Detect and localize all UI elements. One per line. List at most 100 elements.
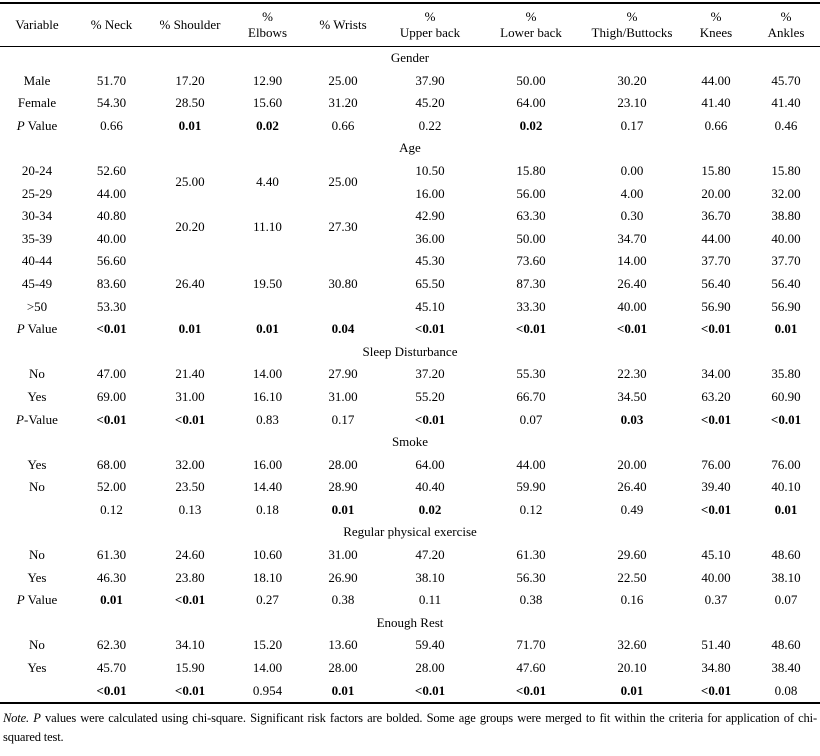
column-header: % Ankles	[752, 3, 820, 47]
value-cell: 20.20	[175, 219, 205, 235]
value-cell: 4.40	[256, 174, 279, 190]
section-row-smoke: Smoke	[0, 431, 820, 454]
value-cell: 40.40	[415, 479, 445, 495]
value-cell: 0.01	[774, 501, 798, 517]
value-cell: 15.60	[252, 95, 283, 111]
table-body: Gender Male 51.70 17.20 12.90 25.00 37.90 50.00…	[0, 47, 820, 705]
table-note: Note. P values were calculated using chi…	[0, 709, 820, 747]
row-label: Yes	[27, 569, 47, 585]
value-cell: 54.30	[96, 95, 127, 111]
value-cell: 44.00	[516, 456, 546, 472]
value-cell: 30.20	[617, 72, 647, 88]
value-cell: 12.90	[252, 72, 283, 88]
row-label: >50	[26, 298, 48, 314]
value-cell: 25.00	[328, 72, 358, 88]
row-label: Female	[17, 95, 57, 111]
value-cell: 23.10	[617, 95, 647, 111]
row-label	[0, 679, 74, 705]
value-cell: 0.49	[620, 501, 644, 517]
value-cell: 45.10	[701, 547, 731, 563]
value-cell: 31.00	[175, 388, 205, 404]
value-cell: 56.40	[701, 275, 731, 291]
value-cell: 0.38	[519, 592, 543, 608]
value-cell: 42.90	[415, 208, 445, 224]
value-cell: <0.01	[74, 679, 149, 705]
table-row: P-Value <0.01 <0.01 0.83 0.17 <0.01 0.07 0.03 <0…	[0, 409, 820, 432]
value-cell: 55.30	[516, 366, 546, 382]
value-cell: 28.00	[328, 456, 358, 472]
value-cell: 16.10	[252, 388, 283, 404]
value-cell: 0.07	[519, 411, 543, 427]
value-cell: 20.00	[617, 456, 647, 472]
table-row: No 52.00 23.50 14.40 28.90 40.40 59.90 26.40 39.…	[0, 476, 820, 499]
value-cell: 17.20	[175, 72, 205, 88]
row-label: P Value	[16, 592, 58, 608]
value-cell: 45.30	[415, 253, 445, 269]
value-cell: 0.66	[331, 117, 355, 133]
value-cell: 39.40	[701, 479, 731, 495]
value-cell: <0.01	[414, 411, 446, 427]
column-header: % Upper back	[382, 3, 478, 47]
value-cell: 60.90	[771, 388, 801, 404]
table-row: Female 54.30 28.50 15.60 31.20 45.20 64.00 23.1…	[0, 92, 820, 115]
value-cell: 52.60	[96, 162, 127, 178]
value-cell: 19.50	[252, 275, 283, 291]
column-header: % Thigh/Buttocks	[584, 3, 680, 47]
table-row: No 47.00 21.40 14.00 27.90 37.20 55.30 22.30 34.…	[0, 363, 820, 386]
value-cell: 30.80	[328, 275, 358, 291]
section-row-enough-rest: Enough Rest	[0, 612, 820, 635]
row-label: 35-39	[21, 230, 53, 246]
value-cell: 28.00	[328, 660, 358, 676]
row-label: Yes	[27, 388, 47, 404]
value-cell: 21.40	[175, 366, 205, 382]
value-cell: 13.60	[328, 637, 358, 653]
value-cell: 56.30	[516, 569, 546, 585]
row-label: 45-49	[21, 275, 53, 291]
value-cell: 87.30	[516, 275, 546, 291]
value-cell: 0.01	[178, 321, 202, 337]
value-cell: <0.01	[414, 321, 446, 337]
row-label: 40-44	[21, 253, 53, 269]
value-cell: 34.10	[175, 637, 205, 653]
section-row-sleep-disturbance: Sleep Disturbance	[0, 341, 820, 364]
value-cell: 36.00	[415, 230, 445, 246]
row-label: P-Value	[16, 411, 58, 427]
value-cell: <0.01	[515, 321, 547, 337]
value-cell: 40.00	[617, 298, 647, 314]
value-cell: 0.66	[100, 117, 123, 133]
value-cell: 28.90	[328, 479, 358, 495]
value-cell: 65.50	[415, 275, 445, 291]
value-cell: 0.00	[620, 162, 644, 178]
table-row: P Value 0.66 0.01 0.02 0.66 0.22 0.02 0.17 0.66 0…	[0, 115, 820, 138]
value-cell: 20.00	[701, 185, 731, 201]
value-cell: <0.01	[96, 411, 127, 427]
value-cell: 64.00	[415, 456, 445, 472]
column-header: % Shoulder	[149, 3, 231, 47]
table-row: 35-39 40.00 36.00 50.00 34.70 44.00 40.00	[0, 228, 820, 251]
value-cell: 0.38	[331, 592, 355, 608]
value-cell: 0.01	[100, 592, 123, 608]
value-cell: 56.40	[771, 275, 801, 291]
p-italic: P	[16, 117, 25, 133]
column-header: % Elbows	[231, 3, 304, 47]
value-cell: 0.22	[418, 117, 442, 133]
value-cell: 0.11	[418, 592, 442, 608]
value-cell: 66.70	[516, 388, 546, 404]
value-cell: 0.08	[752, 679, 820, 705]
row-label: No	[29, 479, 45, 495]
value-cell: 52.00	[96, 479, 127, 495]
value-cell: 45.10	[415, 298, 445, 314]
value-cell: 34.50	[617, 388, 647, 404]
value-cell: 26.90	[328, 569, 358, 585]
value-cell: 10.60	[252, 547, 283, 563]
value-cell: 40.00	[701, 569, 731, 585]
value-cell: 0.16	[620, 592, 644, 608]
table-row: Yes 45.70 15.90 14.00 28.00 28.00 47.60 20.10 34…	[0, 657, 820, 680]
table-row: No 61.30 24.60 10.60 31.00 47.20 61.30 29.60 45.…	[0, 544, 820, 567]
value-cell: 35.80	[771, 366, 801, 382]
section-title: Smoke	[391, 434, 429, 450]
value-cell: 63.20	[701, 388, 731, 404]
value-cell: <0.01	[174, 411, 206, 427]
value-cell: <0.01	[680, 679, 752, 705]
value-cell: 0.30	[620, 208, 644, 224]
